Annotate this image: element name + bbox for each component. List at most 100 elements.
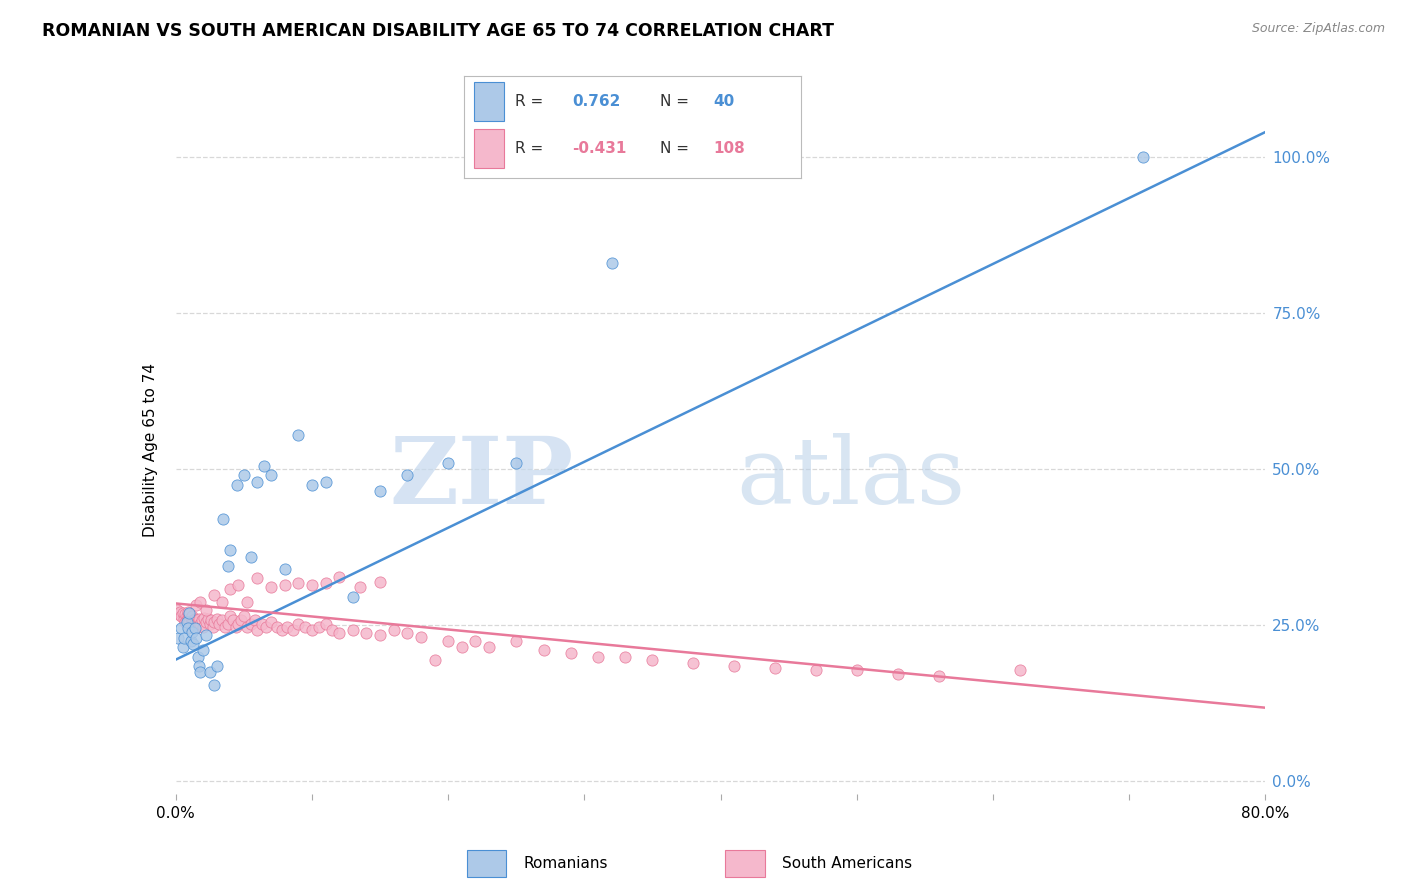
Point [437, 633, 460, 648]
Point [368, 628, 391, 642]
Point [219, 608, 242, 623]
Point [222, 613, 245, 627]
Point [214, 619, 236, 633]
Point [179, 607, 201, 621]
Point [1132, 150, 1154, 164]
Point [368, 483, 391, 498]
Point [804, 663, 827, 677]
Point [201, 619, 224, 633]
Point [342, 624, 364, 638]
Point [315, 617, 337, 632]
Point [294, 619, 316, 633]
Point [287, 617, 309, 632]
Y-axis label: Disability Age 65 to 74: Disability Age 65 to 74 [142, 363, 157, 538]
Point [187, 612, 209, 626]
Point [186, 599, 208, 613]
Point [226, 478, 249, 492]
Point [177, 622, 200, 636]
Point [179, 615, 201, 630]
Point [614, 649, 637, 664]
Point [301, 624, 323, 638]
Point [190, 613, 212, 627]
Point [239, 549, 262, 564]
Point [600, 256, 623, 270]
Point [382, 624, 405, 638]
Point [235, 619, 257, 633]
Point [396, 625, 419, 640]
Point [180, 618, 202, 632]
Point [186, 613, 208, 627]
Point [191, 619, 214, 633]
Point [533, 643, 555, 657]
Point [274, 562, 297, 576]
Point [186, 622, 208, 636]
Point [315, 475, 337, 489]
Text: N =: N = [659, 94, 689, 109]
Point [231, 613, 253, 627]
Point [200, 613, 222, 627]
Point [173, 612, 195, 626]
Point [188, 665, 211, 680]
Point [301, 578, 323, 592]
Point [184, 622, 207, 636]
FancyBboxPatch shape [467, 850, 506, 877]
Point [464, 633, 486, 648]
Point [437, 456, 460, 470]
Point [212, 512, 235, 526]
Point [167, 631, 190, 645]
Point [188, 594, 211, 608]
Text: Romanians: Romanians [523, 855, 607, 871]
Point [260, 580, 283, 594]
Point [186, 649, 209, 664]
Point [308, 619, 330, 633]
Point [225, 619, 247, 633]
Point [170, 608, 193, 623]
Point [287, 427, 309, 442]
Point [328, 625, 350, 640]
Point [186, 615, 209, 630]
Point [450, 640, 472, 655]
Point [1010, 663, 1032, 677]
Point [232, 468, 254, 483]
FancyBboxPatch shape [725, 850, 765, 877]
Point [179, 619, 201, 633]
Text: South Americans: South Americans [782, 855, 912, 871]
Point [396, 468, 419, 483]
Point [187, 658, 209, 673]
Point [271, 624, 294, 638]
Point [246, 624, 269, 638]
Text: N =: N = [659, 141, 689, 156]
Point [217, 558, 239, 574]
Point [276, 619, 298, 633]
Point [301, 478, 323, 492]
Point [253, 458, 276, 473]
Point [409, 630, 432, 644]
Point [505, 456, 527, 470]
Point [641, 653, 664, 667]
Point [188, 617, 211, 632]
Text: -0.431: -0.431 [572, 141, 626, 156]
Point [260, 615, 283, 630]
Text: 40: 40 [714, 94, 735, 109]
Point [179, 606, 201, 620]
Point [194, 603, 217, 617]
Text: 0.762: 0.762 [572, 94, 620, 109]
Point [266, 619, 288, 633]
Point [181, 613, 204, 627]
Point [194, 628, 217, 642]
FancyBboxPatch shape [474, 129, 505, 168]
Point [198, 665, 221, 680]
Text: R =: R = [515, 94, 543, 109]
Point [211, 594, 233, 608]
Point [172, 640, 194, 655]
Point [170, 622, 193, 636]
Point [184, 617, 207, 632]
Point [356, 625, 378, 640]
Text: atlas: atlas [737, 433, 966, 523]
Point [183, 619, 205, 633]
Point [177, 612, 200, 626]
Point [184, 612, 207, 626]
Point [205, 658, 228, 673]
Point [211, 613, 233, 627]
Point [167, 607, 190, 621]
